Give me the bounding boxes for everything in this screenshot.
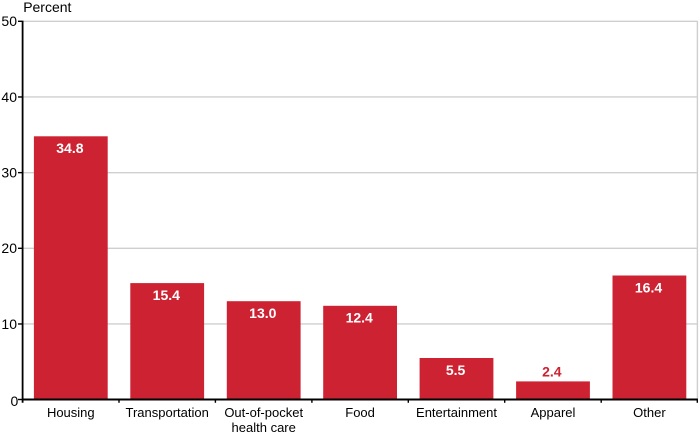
svg-text:5.5: 5.5 bbox=[446, 362, 466, 378]
svg-text:10: 10 bbox=[1, 316, 17, 332]
svg-text:2.4: 2.4 bbox=[542, 363, 562, 379]
svg-text:16.4: 16.4 bbox=[635, 279, 662, 295]
svg-text:15.4: 15.4 bbox=[153, 287, 180, 303]
svg-text:Percent: Percent bbox=[23, 0, 71, 15]
svg-text:40: 40 bbox=[1, 89, 17, 105]
svg-text:Transportation: Transportation bbox=[126, 405, 209, 420]
svg-text:Apparel: Apparel bbox=[531, 405, 576, 420]
svg-text:0: 0 bbox=[11, 393, 19, 409]
svg-text:50: 50 bbox=[1, 13, 17, 29]
svg-text:34.8: 34.8 bbox=[56, 140, 83, 156]
svg-text:20: 20 bbox=[1, 240, 17, 256]
svg-text:health care: health care bbox=[232, 420, 296, 435]
svg-text:Housing: Housing bbox=[47, 405, 95, 420]
svg-text:Out-of-pocket: Out-of-pocket bbox=[224, 405, 303, 420]
svg-text:30: 30 bbox=[1, 165, 17, 181]
svg-text:12.4: 12.4 bbox=[346, 310, 373, 326]
svg-text:13.0: 13.0 bbox=[249, 305, 276, 321]
svg-text:Food: Food bbox=[345, 405, 375, 420]
svg-text:Entertainment: Entertainment bbox=[416, 405, 497, 420]
svg-text:Other: Other bbox=[633, 405, 666, 420]
